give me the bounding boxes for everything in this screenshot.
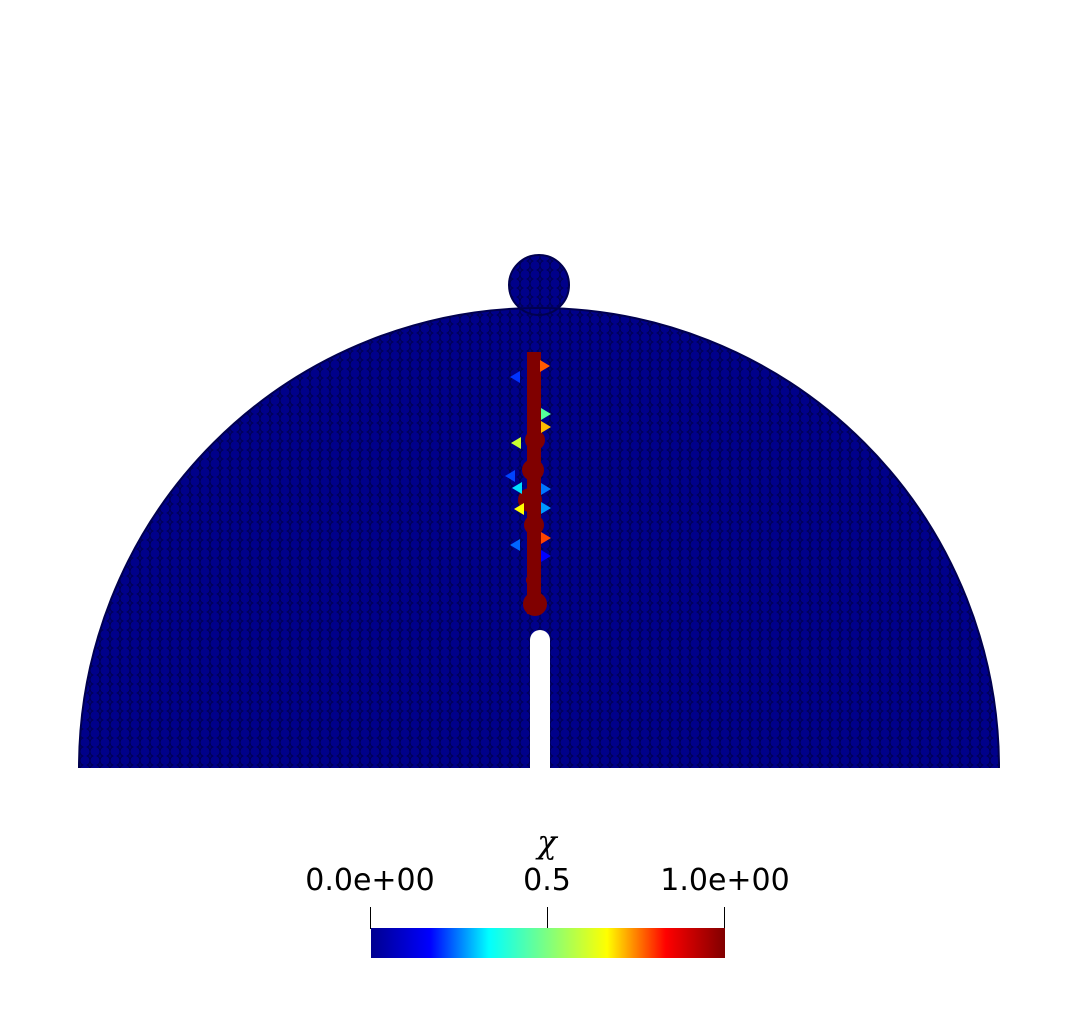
damage-marker <box>514 503 524 515</box>
damage-marker <box>541 421 551 433</box>
domain-outline <box>78 307 1000 769</box>
colorbar-min-tick <box>370 907 371 929</box>
damage-marker <box>540 360 550 372</box>
crack-core <box>527 352 541 614</box>
damage-marker <box>511 437 521 449</box>
colorbar-min-label: 0.0e+00 <box>305 863 435 898</box>
colorbar-max-label: 1.0e+00 <box>660 863 790 898</box>
damage-marker <box>541 532 551 544</box>
damage-marker <box>541 550 551 562</box>
top-particle-cluster <box>508 254 570 316</box>
crack-particle <box>522 459 544 481</box>
crack-particle <box>525 430 545 450</box>
colorbar-mid-label: 0.5 <box>523 863 571 898</box>
crack-particle <box>524 515 544 535</box>
crack-band <box>505 352 551 616</box>
damage-marker <box>512 482 522 494</box>
damage-marker <box>541 483 551 495</box>
colorbar-title: χ <box>537 823 557 861</box>
damage-marker <box>510 371 520 383</box>
colorbar-max-tick <box>724 907 725 929</box>
colorbar-gradient <box>371 928 725 958</box>
damage-marker <box>541 408 551 420</box>
damage-marker <box>505 470 515 482</box>
crack-particle <box>526 574 538 586</box>
crack-particle <box>523 592 547 616</box>
damage-marker <box>541 502 551 514</box>
damage-marker <box>510 539 520 551</box>
colorbar-mid-tick <box>547 907 548 929</box>
